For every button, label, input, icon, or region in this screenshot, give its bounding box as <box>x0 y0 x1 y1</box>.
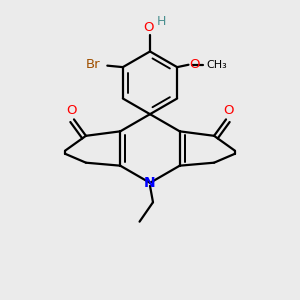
Text: N: N <box>144 176 156 190</box>
Text: Br: Br <box>86 58 101 71</box>
Text: O: O <box>143 20 154 34</box>
Text: H: H <box>157 16 166 28</box>
Text: O: O <box>189 58 200 71</box>
Text: O: O <box>66 104 77 117</box>
Text: O: O <box>223 104 234 117</box>
Text: CH₃: CH₃ <box>206 60 227 70</box>
